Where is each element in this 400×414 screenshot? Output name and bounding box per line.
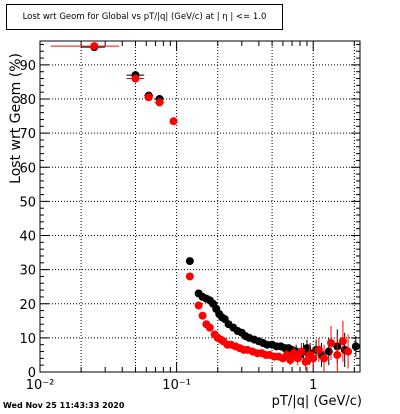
data-point	[351, 342, 360, 351]
data-point	[344, 347, 353, 356]
data-point	[144, 93, 153, 102]
data-point	[194, 301, 203, 310]
data-point	[320, 354, 329, 363]
data-point	[198, 311, 207, 320]
y-tick-label: 70	[19, 127, 36, 142]
data-point	[131, 74, 140, 83]
data-point	[309, 354, 318, 363]
y-tick-label: 30	[19, 264, 36, 279]
x-tick-label: 1	[309, 378, 317, 393]
y-tick-label: 40	[19, 230, 36, 245]
y-tick-label: 20	[19, 298, 36, 313]
data-point	[327, 338, 336, 347]
data-point	[297, 347, 306, 356]
timestamp: Wed Nov 25 11:43:33 2020	[3, 401, 125, 410]
y-tick-label: 80	[19, 93, 36, 108]
y-tick-label: 60	[19, 161, 36, 176]
x-tick-label: 10⁻¹	[162, 378, 191, 393]
data-point	[286, 356, 295, 365]
series-black	[81, 43, 360, 367]
series-red	[50, 42, 353, 372]
x-tick-label: 10⁻²	[26, 378, 55, 393]
y-tick-label: 50	[19, 195, 36, 210]
data-point	[185, 272, 194, 281]
data-point	[333, 350, 342, 359]
chart-title: Lost wrt Geom for Global vs pT/|q| (GeV/…	[6, 4, 283, 30]
y-axis-label: Lost wrt Geom (%)	[8, 53, 24, 184]
plot-frame	[39, 40, 361, 373]
data-point	[169, 117, 178, 126]
y-tick-label: 0	[28, 366, 36, 381]
grid-lines	[39, 41, 360, 372]
data-point	[90, 42, 99, 51]
y-tick-label: 90	[19, 59, 36, 74]
axis-ticks	[39, 41, 360, 373]
data-point	[155, 98, 164, 107]
data-point	[205, 323, 214, 332]
data-point	[293, 354, 302, 363]
data-point	[338, 337, 347, 346]
data-point	[324, 347, 333, 356]
x-axis-label: pT/|q| (GeV/c)	[272, 394, 362, 409]
data-point	[301, 357, 310, 366]
data-point	[185, 257, 194, 266]
y-tick-label: 10	[19, 332, 36, 347]
data-point	[314, 345, 323, 354]
